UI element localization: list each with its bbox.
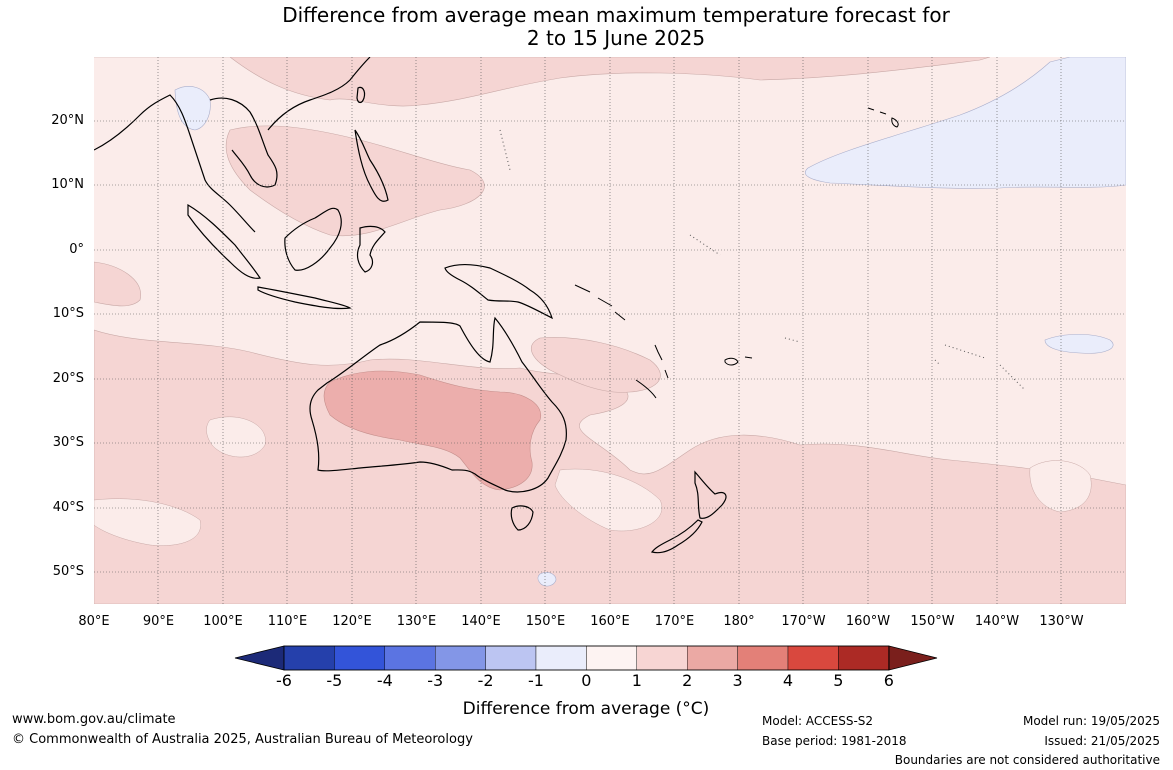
colorbar-tick-label: -4 <box>376 671 393 690</box>
colorbar-swatch <box>636 645 688 671</box>
latitude-label: 30°S <box>52 435 84 450</box>
colorbar-tick-label: -3 <box>427 671 444 690</box>
colorbar-swatch <box>485 645 537 671</box>
latitude-label: 0° <box>69 242 84 257</box>
longitude-label: 130°W <box>1039 614 1084 629</box>
base-period-text: Base period: 1981-2018 <box>762 734 907 748</box>
anomaly-region-0-1-pocket-c <box>94 498 201 546</box>
colorbar-tick-label: 0 <box>581 671 592 690</box>
map-title: Difference from average mean maximum tem… <box>0 4 1173 50</box>
latitude-label: 20°N <box>51 113 84 128</box>
map-title-line2: 2 to 15 June 2025 <box>526 26 706 50</box>
colorbar-extend-low <box>234 645 285 671</box>
colorbar-tick-label: -6 <box>276 671 292 690</box>
anomaly-region-1-2-north <box>94 57 991 107</box>
colorbar-tick-label: 1 <box>631 671 642 690</box>
anomaly-region-1-2-coral <box>531 337 661 393</box>
anomaly-region-neg-east <box>1044 334 1114 354</box>
colorbar-swatch <box>838 645 890 671</box>
anomaly-region-1-2-west <box>94 261 141 307</box>
colorbar-swatch <box>787 645 839 671</box>
longitude-label: 140°E <box>461 614 501 629</box>
colorbar-tick-label: 6 <box>883 671 894 690</box>
sumatra-coastline <box>187 203 261 279</box>
fiji-islands <box>724 356 753 366</box>
colorbar-swatch <box>384 645 436 671</box>
solomon-islands <box>574 284 626 321</box>
sulawesi-coastline <box>356 225 386 273</box>
model-text: Model: ACCESS-S2 <box>762 714 874 728</box>
anomaly-region-neg-tasman <box>537 572 557 587</box>
colorbar-tick-label: 4 <box>782 671 794 690</box>
tasmania-coastline <box>510 505 534 531</box>
longitude-label: 100°E <box>203 614 243 629</box>
colorbar-tick-label: -1 <box>528 671 544 690</box>
model-run-text: Model run: 19/05/2025 <box>1022 714 1160 728</box>
anomaly-region-2-3-australia <box>323 370 542 491</box>
colorbar-tick-label: -2 <box>477 671 494 690</box>
longitude-label: 170°W <box>781 614 826 629</box>
colorbar-tick-label: 2 <box>682 671 693 690</box>
philippines-coastline <box>354 129 389 202</box>
new-zealand-north-island <box>694 470 727 519</box>
colorbar-swatch <box>687 645 738 671</box>
longitude-label: 150°E <box>525 614 566 629</box>
copyright-text: © Commonwealth of Australia 2025, Austra… <box>12 732 473 747</box>
latitude-label: 10°N <box>51 177 84 192</box>
longitude-label: 160°E <box>590 614 630 629</box>
new-guinea-coastline <box>444 263 553 320</box>
colorbar-label: Difference from average (°C) <box>462 699 710 719</box>
new-zealand-south-island <box>650 519 703 554</box>
colorbar-outline <box>283 645 890 671</box>
colorbar-tick-label: -5 <box>326 671 343 690</box>
longitude-label: 110°E <box>267 614 308 629</box>
vanuatu-islands <box>654 344 669 379</box>
latitude-label: 10°S <box>52 306 84 321</box>
disclaimer-text: Boundaries are not considered authoritat… <box>894 753 1160 767</box>
java-coastline <box>257 286 352 310</box>
anomaly-region-neg-pacific <box>804 57 1126 189</box>
anomaly-region-0-1-pocket-d <box>1029 460 1092 513</box>
colorbar-swatch <box>535 645 587 671</box>
colorbar <box>234 645 938 671</box>
longitude-label: 150°W <box>910 614 955 629</box>
colorbar-swatch <box>586 645 638 671</box>
hawaii-islands <box>867 107 899 128</box>
colorbar-swatch <box>334 645 385 671</box>
longitude-label: 140°W <box>974 614 1020 629</box>
latitude-label: 20°S <box>52 371 84 386</box>
bom-url-link[interactable]: www.bom.gov.au/climate <box>12 712 176 727</box>
borneo-coastline <box>284 207 342 271</box>
longitude-label: 130°E <box>396 614 437 629</box>
anomaly-region-0-1-pocket-a <box>206 416 266 458</box>
colorbar-tick-label: 3 <box>732 671 743 690</box>
australia-coastline <box>309 316 567 493</box>
graticule <box>94 57 1126 604</box>
longitude-label: 170°E <box>654 614 695 629</box>
southeast-asia-coastline <box>94 57 371 233</box>
taiwan-coastline <box>356 86 366 104</box>
longitude-label: 180° <box>723 614 755 629</box>
map-title-line1: Difference from average mean maximum tem… <box>282 3 950 27</box>
colorbar-tick-label: 5 <box>833 671 844 690</box>
colorbar-swatch <box>283 645 335 671</box>
issued-text: Issued: 21/05/2025 <box>1044 734 1160 748</box>
latitude-label: 50°S <box>52 564 84 579</box>
longitude-label: 80°E <box>78 614 110 629</box>
longitude-label: 90°E <box>142 614 175 629</box>
longitude-label: 120°E <box>332 614 372 629</box>
colorbar-swatch <box>435 645 486 671</box>
longitude-label: 160°W <box>845 614 891 629</box>
new-caledonia-island <box>635 379 657 399</box>
anomaly-region-0-1-pocket-b <box>554 468 663 532</box>
latitude-label: 40°S <box>52 500 84 515</box>
colorbar-extend-high <box>888 645 938 671</box>
colorbar-swatch <box>737 645 789 671</box>
